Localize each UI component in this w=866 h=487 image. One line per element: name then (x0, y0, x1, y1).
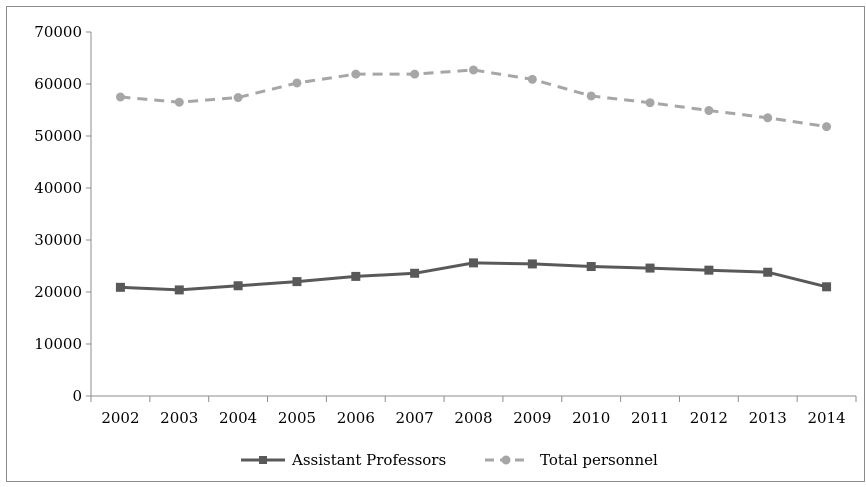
data-point-total-personnel (410, 69, 420, 79)
x-tick-label: 2011 (631, 409, 669, 427)
y-tick-label: 50000 (34, 127, 82, 145)
y-tick-label: 40000 (34, 179, 82, 197)
data-point-total-personnel (586, 91, 596, 101)
data-point-total-personnel (527, 74, 537, 84)
data-point-assistant-professors (351, 271, 361, 281)
x-tick-label: 2012 (690, 409, 728, 427)
legend-marker-assistant-professors (259, 456, 267, 464)
data-point-assistant-professors (469, 258, 478, 268)
data-point-total-personnel (115, 92, 125, 102)
data-point-assistant-professors (410, 268, 420, 278)
legend: Assistant Professors Total personnel (241, 451, 658, 469)
x-tick-label: 2006 (337, 409, 375, 427)
x-tick-label: 2010 (572, 409, 610, 427)
data-point-total-personnel (351, 69, 361, 79)
y-tick-label: 0 (72, 387, 82, 405)
x-tick-label: 2005 (278, 409, 316, 427)
y-tick-label: 30000 (34, 231, 82, 249)
data-point-assistant-professors (527, 259, 537, 269)
data-point-total-personnel (822, 122, 832, 132)
x-axis-ticks: 2002 2003 2004 2005 2006 2007 2008 2009 2010 2011… (90, 396, 857, 427)
data-point-assistant-professors (174, 285, 184, 295)
data-point-assistant-professors (586, 262, 596, 272)
x-tick-label: 2014 (807, 409, 845, 427)
x-tick-label: 2013 (749, 409, 787, 427)
y-tick-label: 60000 (34, 75, 82, 93)
legend-label-assistant-professors: Assistant Professors (291, 451, 446, 469)
data-point-assistant-professors (292, 277, 302, 287)
data-point-total-personnel (233, 93, 243, 103)
y-tick-label: 70000 (34, 23, 82, 41)
x-tick-label: 2004 (219, 409, 257, 427)
legend-label-total-personnel: Total personnel (540, 451, 658, 469)
series-layer (115, 65, 832, 295)
x-tick-label: 2009 (513, 409, 551, 427)
y-tick-label: 20000 (34, 283, 82, 301)
data-point-total-personnel (174, 97, 184, 107)
chart-border (6, 6, 865, 482)
data-point-assistant-professors (645, 263, 655, 273)
x-tick-label: 2002 (101, 409, 139, 427)
data-point-assistant-professors (704, 265, 714, 275)
legend-marker-total-personnel (501, 455, 511, 465)
x-tick-label: 2008 (454, 409, 492, 427)
data-point-assistant-professors (115, 282, 125, 292)
data-point-total-personnel (704, 106, 714, 116)
series-line-total-personnel (120, 68, 827, 129)
data-point-assistant-professors (233, 281, 243, 291)
x-tick-label: 2003 (160, 409, 198, 427)
data-point-total-personnel (292, 78, 302, 88)
y-axis-ticks: 0 10000 20000 30000 40000 50000 60000 70000 (34, 23, 91, 405)
x-tick-label: 2007 (396, 409, 434, 427)
data-point-total-personnel (645, 98, 655, 108)
data-point-total-personnel (469, 65, 478, 75)
y-tick-label: 10000 (34, 335, 82, 353)
data-point-total-personnel (763, 113, 773, 123)
data-point-assistant-professors (822, 282, 832, 292)
data-point-assistant-professors (763, 267, 773, 277)
